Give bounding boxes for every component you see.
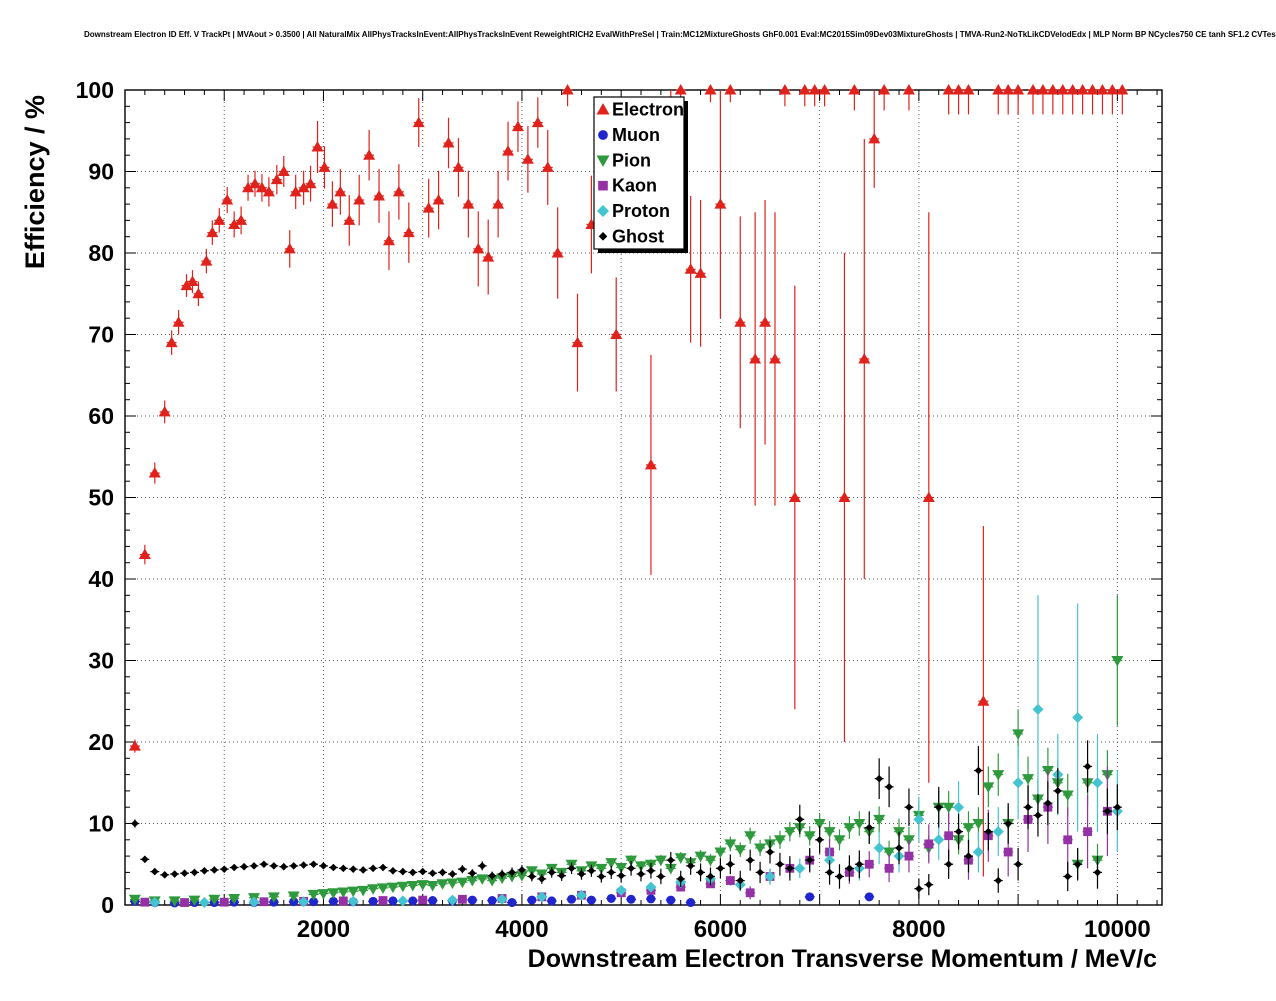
svg-text:Kaon: Kaon <box>612 176 657 196</box>
legend-box <box>593 96 685 250</box>
series-proton <box>149 595 1123 909</box>
series-electron <box>128 84 1129 877</box>
svg-text:60: 60 <box>88 403 114 429</box>
series-pion <box>128 595 1124 907</box>
legend-item-kaon: Kaon <box>598 176 657 196</box>
svg-text:4000: 4000 <box>495 916 548 943</box>
x-axis-tick-labels: 2000 4000 6000 8000 10000 <box>297 916 1151 943</box>
legend: Electron Muon Pion Kaon Proton Ghost <box>593 96 688 253</box>
svg-text:70: 70 <box>88 322 114 348</box>
svg-text:100: 100 <box>76 77 114 103</box>
svg-text:0: 0 <box>101 892 114 918</box>
grid <box>125 89 1162 905</box>
svg-text:Downstream Electron Transverse: Downstream Electron Transverse Momentum … <box>528 945 1157 973</box>
svg-text:Electron: Electron <box>612 100 684 120</box>
series-ghost <box>130 740 1122 899</box>
svg-text:Proton: Proton <box>612 201 670 221</box>
svg-text:Ghost: Ghost <box>612 226 664 246</box>
legend-item-electron: Electron <box>596 100 684 120</box>
svg-text:Pion: Pion <box>612 150 651 170</box>
svg-text:8000: 8000 <box>892 916 945 943</box>
svg-text:90: 90 <box>88 159 114 185</box>
svg-text:10000: 10000 <box>1084 916 1151 943</box>
legend-item-ghost: Ghost <box>598 226 664 246</box>
svg-text:40: 40 <box>88 566 114 592</box>
legend-item-muon: Muon <box>598 125 660 145</box>
series-kaon <box>139 766 1113 907</box>
plot-title: Downstream Electron ID Eff. V TrackPt | … <box>84 30 1276 39</box>
svg-text:10: 10 <box>88 811 114 837</box>
svg-text:30: 30 <box>88 648 114 674</box>
svg-text:50: 50 <box>88 485 114 511</box>
svg-text:Efficiency / %: Efficiency / % <box>20 95 50 269</box>
svg-text:6000: 6000 <box>694 916 747 943</box>
axis-titles: Downstream Electron Transverse Momentum … <box>20 95 1157 973</box>
plot-frame <box>124 89 1163 906</box>
svg-text:Muon: Muon <box>612 125 660 145</box>
svg-text:2000: 2000 <box>297 916 350 943</box>
svg-text:80: 80 <box>88 240 114 266</box>
legend-item-pion: Pion <box>596 150 651 170</box>
svg-text:20: 20 <box>88 729 114 755</box>
legend-item-proton: Proton <box>597 201 670 221</box>
y-axis-tick-labels: 0 10 20 30 40 50 60 70 80 90 100 <box>76 77 114 918</box>
